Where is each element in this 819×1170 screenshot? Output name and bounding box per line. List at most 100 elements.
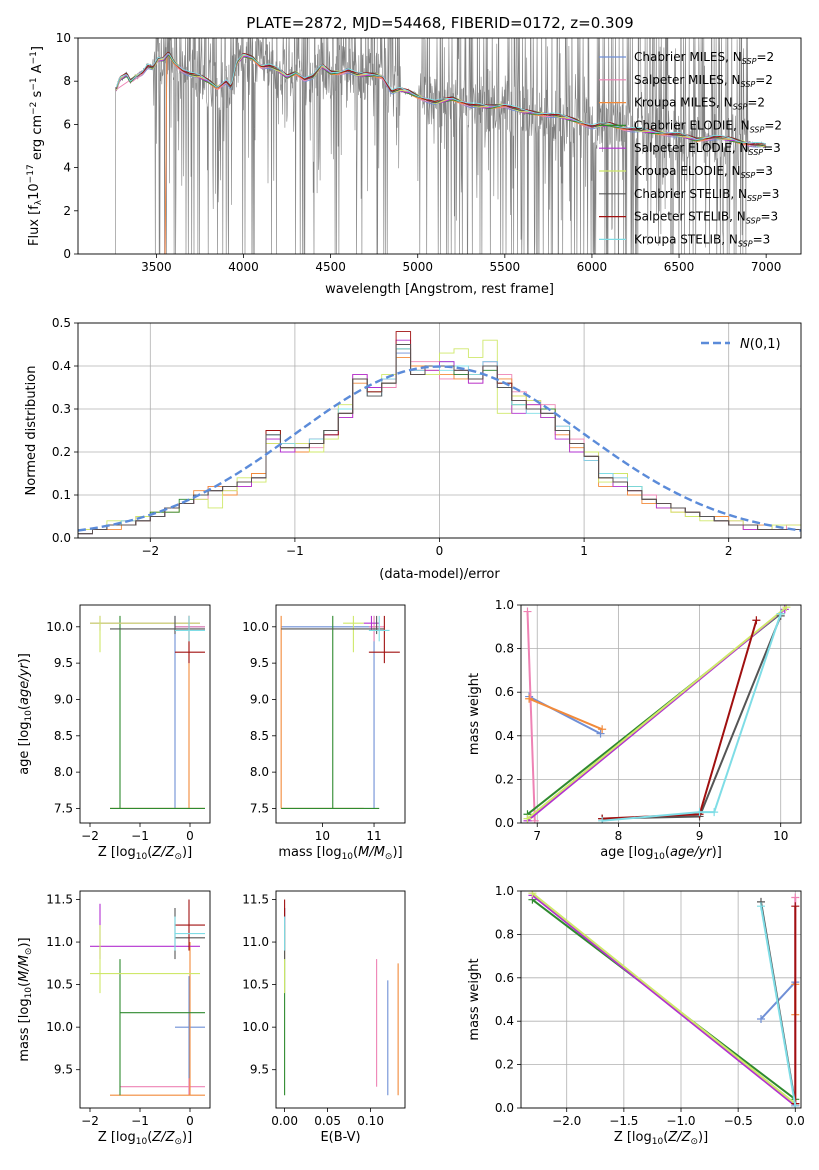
x-tick-label: −1 xyxy=(131,1114,149,1128)
y-axis-label-part: ( xyxy=(17,705,32,710)
gauss-label-args: (0,1) xyxy=(750,337,781,352)
metallicity-age-panel: −2 −1 07.58.08.59.09.510.0Z [log10(Z/Z⊙)]a… xyxy=(17,604,211,862)
legend-label-base: Kroupa ELODIE, N xyxy=(634,164,741,178)
extinction-mass-panel: 0.00 0.05 0.10 9.5 10.0 10.5 11.0 11.5 E(B-V) xyxy=(242,890,406,1145)
y-tick-label: 2 xyxy=(63,204,71,218)
y-axis-label-part: M/M xyxy=(17,955,32,982)
legend-label-n: =2 xyxy=(756,50,774,64)
x-axis-label-part: Z/Z xyxy=(667,1130,691,1145)
y-axis-label-part: 10 xyxy=(24,710,34,722)
x-tick-label: 0.00 xyxy=(271,1114,298,1128)
y-axis-label-part: λ xyxy=(34,199,44,205)
massweight-marker xyxy=(710,808,719,817)
y-axis-label-part: −1 xyxy=(29,77,39,90)
y-tick-label: 8 xyxy=(63,74,71,88)
massweight-line-kroupa-miles xyxy=(528,697,603,731)
legend-label-base: Kroupa MILES, N xyxy=(634,96,733,110)
y-tick-label: 0.4 xyxy=(495,1014,514,1028)
massweight-marker xyxy=(598,725,607,734)
y-axis-label-part: ⊙ xyxy=(24,948,34,956)
x-axis-label-part: ( xyxy=(663,1130,668,1145)
massweight-marker xyxy=(528,891,537,898)
spectrum-panel: 3500 4000 4500 5000 5500 6000 6500 7000 0 2 4 6 8 10 w… xyxy=(26,31,802,297)
legend-label: Kroupa ELODIE, NSSP=3 xyxy=(634,164,773,180)
massweight-marker xyxy=(776,609,785,618)
plot-area xyxy=(523,605,791,823)
x-tick-label: 3500 xyxy=(141,260,172,274)
y-tick-label: 1.0 xyxy=(495,884,514,898)
y-tick-label: 6 xyxy=(63,117,71,131)
x-axis-label-part: )] xyxy=(698,1130,708,1145)
x-axis-label-part: )] xyxy=(182,1130,192,1145)
legend-label: Kroupa MILES, NSSP=2 xyxy=(634,96,765,112)
x-tick-label: −0.5 xyxy=(724,1114,753,1128)
legend-label-base: Chabrier MILES, N xyxy=(634,50,742,64)
y-axis-label-part: ] xyxy=(30,46,45,51)
legend-label: Chabrier MILES, NSSP=2 xyxy=(634,50,774,66)
y-axis-label-part: mass [log xyxy=(17,998,32,1061)
axes-frame xyxy=(77,322,802,539)
x-axis-label: age [log10(age/yr)] xyxy=(600,845,722,862)
x-axis-label-part: ( xyxy=(353,845,358,860)
legend-label-sub: SSP xyxy=(742,57,757,66)
x-tick-label: 0 xyxy=(186,1114,194,1128)
massweight-marker xyxy=(695,808,704,817)
y-tick-label: 11.0 xyxy=(242,935,269,949)
y-tick-label: 0.2 xyxy=(495,1058,514,1072)
y-axis-label-part: −2 xyxy=(29,102,39,115)
y-axis-label: age [log10(age/yr)] xyxy=(17,653,34,775)
y-axis-label-part: age [log xyxy=(17,722,32,775)
y-tick-label: 9.5 xyxy=(250,656,269,670)
y-tick-label: 0.6 xyxy=(495,971,514,985)
x-axis-label: mass [log10(M/M⊙)] xyxy=(278,845,402,862)
axes-frame xyxy=(520,890,802,1109)
plot-area xyxy=(528,891,800,1108)
plot-area xyxy=(90,899,205,1096)
legend-label-n: =2 xyxy=(755,73,773,87)
y-axis-label-part: −17 xyxy=(26,164,36,183)
x-axis-label-part: Z/Z xyxy=(151,845,175,860)
x-tick-label: 0 xyxy=(186,829,194,843)
massweight-marker xyxy=(791,902,800,911)
plot-area xyxy=(78,38,767,254)
y-tick-label: 0.0 xyxy=(52,531,71,545)
y-axis-label: mass weight xyxy=(467,673,482,755)
x-tick-label: −1 xyxy=(131,829,149,843)
y-axis-label-part: 10 xyxy=(27,183,42,200)
x-axis-label-part: )] xyxy=(712,845,722,860)
legend-label-n: =3 xyxy=(760,210,778,224)
massweight-line-chabrier-stelib xyxy=(602,615,782,820)
x-axis-label: E(B-V) xyxy=(320,1130,360,1145)
x-axis-label-part: ( xyxy=(147,1130,152,1145)
x-tick-label: 6000 xyxy=(577,260,608,274)
x-tick-label: −1.0 xyxy=(666,1114,695,1128)
y-axis-label-part: age/yr xyxy=(17,662,32,705)
x-axis-label-part: )] xyxy=(392,845,402,860)
x-tick-label: 0 xyxy=(436,544,444,558)
x-tick-label: 10 xyxy=(315,829,330,843)
massweight-marker xyxy=(598,816,607,823)
legend-label: Salpeter MILES, NSSP=2 xyxy=(634,73,773,89)
y-tick-label: 4 xyxy=(63,161,71,175)
x-axis-label-part: ⊙ xyxy=(385,852,393,862)
legend-label-base: Salpeter MILES, N xyxy=(634,73,741,87)
gaussian-curve xyxy=(78,365,801,532)
legend-label-sub: SSP xyxy=(738,239,753,248)
metallicity-massweight-panel: −2.0 −1.5 −1.0 −0.5 0.0 0.0 0.2 0.4 0.6 0.8 1.0 Z [… xyxy=(467,884,805,1147)
x-tick-label: −1 xyxy=(286,544,304,558)
y-tick-label: 0.4 xyxy=(495,729,514,743)
metallicity-mass-panel: −2 −1 09.510.010.511.011.5Z [log10(Z/Z⊙)]m… xyxy=(17,890,211,1147)
legend-label-n: =2 xyxy=(747,96,765,110)
y-tick-label: 9.5 xyxy=(250,1063,269,1077)
x-tick-label: 6500 xyxy=(664,260,695,274)
x-axis-label-part: mass [log xyxy=(278,845,341,860)
legend-label-base: Salpeter ELODIE, N xyxy=(634,141,748,155)
y-tick-label: 0.4 xyxy=(52,359,71,373)
y-axis-label: Normed distribution xyxy=(24,366,39,496)
y-axis-label: Flux [fλ10−17 erg cm−2 s−1 A−1] xyxy=(26,46,45,246)
y-axis-label-part: )] xyxy=(17,653,32,663)
y-tick-label: 1.0 xyxy=(495,598,514,612)
x-axis-label-part: 10 xyxy=(136,1137,148,1147)
legend-label-n: =3 xyxy=(763,141,781,155)
